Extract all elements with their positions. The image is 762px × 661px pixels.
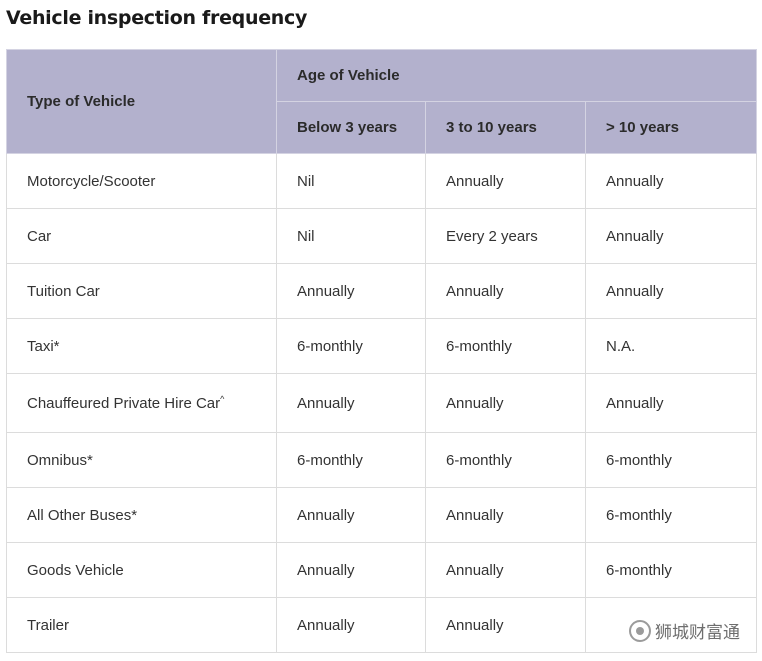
frequency-cell: Annually [276,487,426,543]
frequency-cell: Annually [276,263,426,319]
vehicle-type-label: All Other Buses* [27,506,138,524]
vehicle-type-label: Car [27,227,52,245]
watermark: 狮城财富通 [629,618,740,643]
vehicle-type-label: Chauffeured Private Hire Car [27,395,221,412]
frequency-cell: Annually [425,373,586,433]
frequency-cell: Nil [276,208,426,264]
page-title: Vehicle inspection frequency [6,7,308,29]
table-row: All Other Buses* Annually Annually 6-mon… [6,487,758,543]
vehicle-type-cell: Taxi* [6,318,277,374]
inspection-frequency-table: Type of Vehicle Age of Vehicle Below 3 y… [6,49,758,653]
frequency-cell: Annually [276,373,426,433]
frequency-cell: Annually [584,263,758,319]
frequency-cell [584,597,758,653]
vehicle-type-label: Taxi* [27,337,60,355]
frequency-cell: Annually [276,597,426,653]
wechat-account-icon [629,619,651,642]
frequency-cell: Annually [584,373,758,433]
frequency-cell: Every 2 years [425,208,586,264]
frequency-cell: Annually [425,263,586,319]
table-row: Chauffeured Private Hire Car^ Annually A… [6,373,758,433]
frequency-cell: 6-monthly [425,318,586,374]
header-age-over-10: > 10 years [584,101,758,154]
vehicle-type-cell: Tuition Car [6,263,277,319]
vehicle-type-cell: Motorcycle/Scooter [6,153,277,209]
table-row: Goods Vehicle Annually Annually 6-monthl… [6,542,758,598]
header-age-of-vehicle: Age of Vehicle [275,49,758,102]
vehicle-type-cell: Goods Vehicle [6,542,277,598]
table-body: Motorcycle/Scooter Nil Annually Annually… [6,153,758,653]
header-type-of-vehicle: Type of Vehicle [6,49,277,154]
table-row: Tuition Car Annually Annually Annually [6,263,758,319]
frequency-cell: 6-monthly [584,542,758,598]
frequency-cell: 6-monthly [276,318,426,374]
vehicle-type-label: Omnibus* [27,451,93,469]
vehicle-type-cell: Omnibus* [6,432,277,488]
vehicle-type-label: Motorcycle/Scooter [27,172,156,190]
vehicle-type-label: Trailer [27,616,69,634]
vehicle-type-cell: Car [6,208,277,264]
vehicle-type-label: Tuition Car [27,282,100,300]
table-row: Trailer Annually Annually [6,597,758,653]
frequency-cell: Nil [276,153,426,209]
watermark-text: 狮城财富通 [655,623,740,643]
vehicle-type-label: Goods Vehicle [27,561,124,579]
frequency-cell: 6-monthly [584,432,758,488]
frequency-cell: 6-monthly [425,432,586,488]
frequency-cell: N.A. [584,318,758,374]
table-header: Type of Vehicle Age of Vehicle Below 3 y… [6,49,758,154]
vehicle-type-cell: Trailer [6,597,277,653]
frequency-cell: 6-monthly [584,487,758,543]
frequency-cell: 6-monthly [276,432,426,488]
vehicle-type-cell: All Other Buses* [6,487,277,543]
frequency-cell: Annually [584,208,758,264]
table-row: Motorcycle/Scooter Nil Annually Annually [6,153,758,209]
table-row: Omnibus* 6-monthly 6-monthly 6-monthly [6,432,758,488]
header-age-3-to-10: 3 to 10 years [425,101,586,154]
frequency-cell: Annually [425,597,586,653]
frequency-cell: Annually [425,542,586,598]
vehicle-type-cell: Chauffeured Private Hire Car^ [6,373,277,433]
header-age-below-3: Below 3 years [276,101,426,154]
frequency-cell: Annually [425,487,586,543]
footnote-mark: ^ [220,394,225,404]
frequency-cell: Annually [584,153,758,209]
table-row: Car Nil Every 2 years Annually [6,208,758,264]
frequency-cell: Annually [276,542,426,598]
frequency-cell: Annually [425,153,586,209]
table-row: Taxi* 6-monthly 6-monthly N.A. [6,318,758,374]
